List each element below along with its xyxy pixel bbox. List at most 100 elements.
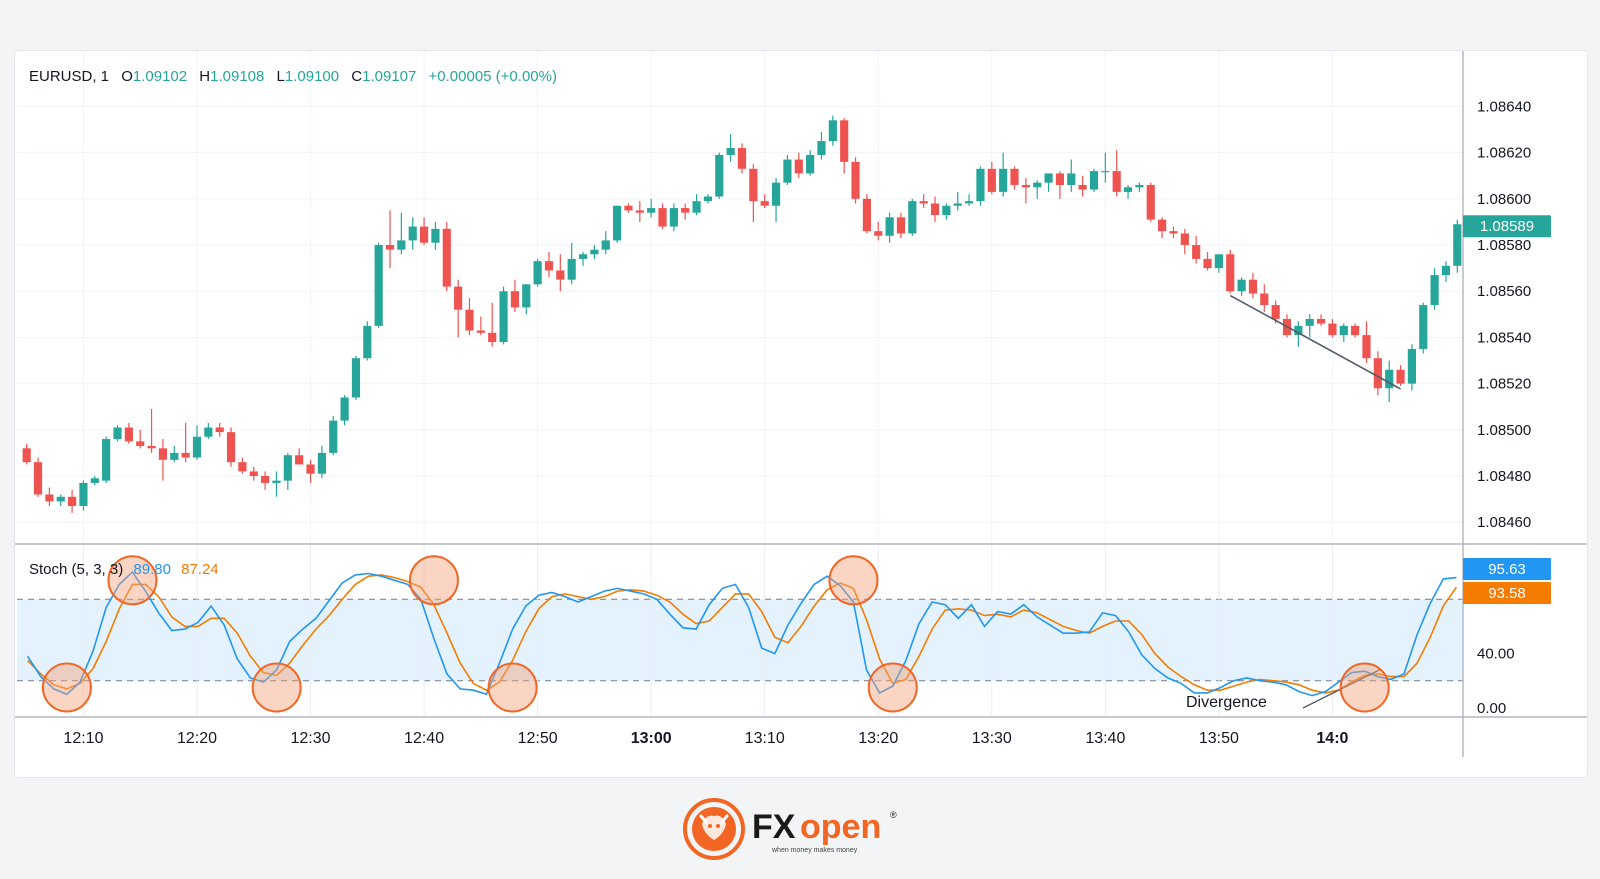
candle-body [295, 455, 304, 465]
candle-body [454, 286, 463, 310]
candle-body [488, 332, 497, 343]
price-axis-label: 1.08540 [1477, 329, 1531, 346]
stoch-layer [26, 555, 1458, 713]
candle-body [465, 309, 474, 331]
price-axis-label: 1.08600 [1477, 191, 1531, 208]
price-axis-label: 1.08460 [1477, 514, 1531, 531]
candle-body [226, 432, 236, 463]
price-divergence-line [1229, 294, 1401, 390]
candle-body [340, 397, 349, 421]
stoch-band-layer [17, 598, 1463, 682]
candle-body [1123, 187, 1133, 192]
time-axis-label: 12:10 [63, 730, 103, 747]
price-axis-label: 1.08500 [1477, 422, 1531, 439]
legend-line: EURUSD, 1 O1.09102 H1.09108 L1.09100 C1.… [29, 68, 557, 85]
candle-body [840, 120, 849, 162]
time-axis-label: 13:30 [972, 730, 1012, 747]
time-axis-label: 12:50 [518, 730, 558, 747]
brand-reg: ® [890, 810, 897, 820]
candle-body [170, 452, 179, 460]
divergence-annotation: Divergence [1186, 694, 1267, 711]
candle-body [79, 482, 88, 507]
candle-body [1203, 258, 1212, 269]
candle-body [760, 201, 769, 206]
candle-body [56, 496, 65, 502]
candle-body [68, 496, 77, 507]
candle-body [431, 228, 440, 243]
candle-body [999, 168, 1008, 192]
candle-body [1351, 325, 1360, 336]
candle-body [601, 240, 610, 250]
candle-body [613, 205, 622, 241]
time-axis-label: 13:20 [858, 730, 898, 747]
candle-body [1010, 168, 1019, 185]
candle-body [158, 448, 168, 460]
legend-low-value: 1.09100 [285, 68, 339, 85]
candle-body [397, 240, 406, 250]
candle-body [1328, 323, 1337, 336]
stoch-highlight-circle [107, 555, 158, 606]
stoch-k-line [26, 570, 1457, 697]
stoch-highlight-circle [1339, 662, 1390, 713]
stoch-highlight-circle [251, 662, 302, 713]
candle-body [964, 201, 974, 204]
candle-body [749, 168, 758, 202]
stoch-axis-label: 40.00 [1477, 646, 1515, 663]
candle-body [1362, 335, 1371, 359]
stoch-legend-d: 87.24 [181, 561, 219, 578]
stoch-legend: Stoch (5, 3, 3) 89.80 87.24 [29, 561, 219, 578]
candle-body [363, 325, 372, 359]
stoch-d-badge: 93.58 [1488, 585, 1526, 602]
candle-body [692, 201, 701, 213]
candle-body [1192, 245, 1201, 259]
stoch-highlight-circle [408, 555, 459, 606]
bull-emblem-icon [683, 798, 745, 860]
legend-open-value: 1.09102 [133, 68, 187, 85]
candle-body [1453, 224, 1462, 266]
candle-body [681, 208, 690, 213]
legend-high-value: 1.09108 [210, 68, 264, 85]
time-axis-label: 12:20 [177, 730, 217, 747]
candle-body [442, 228, 451, 287]
candle-body [1339, 325, 1348, 336]
candle-body [703, 196, 713, 202]
candle-body [204, 427, 213, 437]
stoch-k-badge-bg [1463, 558, 1551, 580]
stoch-band [17, 599, 1463, 681]
candle-body [1089, 171, 1099, 190]
candle-body [1271, 305, 1280, 319]
candle-body [374, 245, 383, 326]
time-axis-label: 13:40 [1085, 730, 1125, 747]
candle-body [862, 198, 871, 232]
stoch-legend-k: 89.80 [133, 561, 171, 578]
candle-body [1021, 184, 1030, 188]
legend-open-label: O [121, 68, 133, 85]
candle-body [1214, 254, 1223, 269]
axes-layer: 1.086401.086201.086001.085801.085601.085… [15, 51, 1587, 757]
fxopen-logo[interactable]: FX open ® when money makes money [682, 794, 922, 864]
price-axis-label: 1.08480 [1477, 468, 1531, 485]
candle-body [1248, 279, 1258, 294]
candle-body [33, 462, 43, 495]
stoch-highlight-circle [867, 662, 918, 713]
candle-body [317, 452, 326, 474]
time-axis-label: 12:30 [291, 730, 331, 747]
candle-body [329, 420, 338, 453]
candle-body [522, 284, 531, 308]
brand-name-fx: FX [752, 808, 796, 846]
candle-body [919, 201, 928, 204]
time-axis-label: 12:40 [404, 730, 444, 747]
chart-canvas[interactable]: 1.086401.086201.086001.085801.085601.085… [15, 51, 1587, 777]
candle-body [351, 358, 361, 398]
candle-body [1237, 279, 1246, 292]
footer: FX open ® when money makes money [0, 790, 1600, 879]
candle-body [658, 208, 667, 227]
candle-body [1078, 184, 1087, 190]
brand-name-open: open [800, 808, 881, 846]
candle-body [385, 245, 395, 250]
candle-body [1419, 305, 1428, 349]
candle-body [942, 205, 951, 215]
candle-body [45, 494, 54, 502]
time-axis-label: 14:0 [1316, 730, 1348, 747]
candle-body [1146, 184, 1155, 220]
